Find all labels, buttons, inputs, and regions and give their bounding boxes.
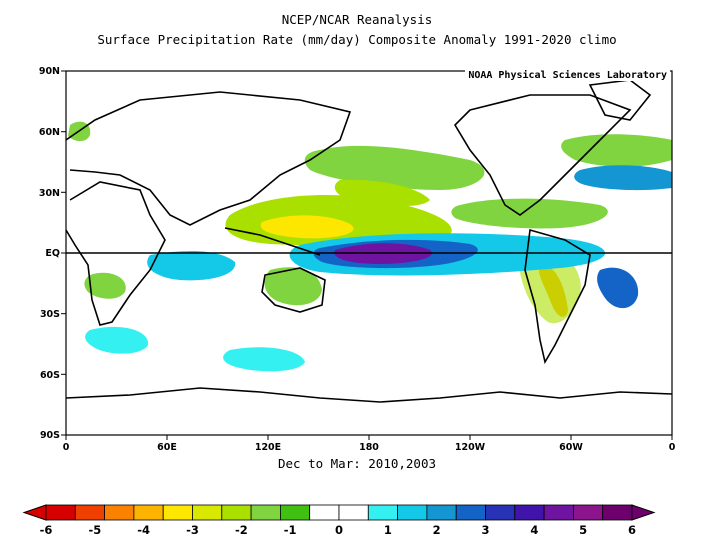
lon-label-60e: 60E	[157, 442, 177, 453]
australia-outline	[261, 267, 326, 313]
chart-title-line1: NCEP/NCAR Reanalysis	[281, 12, 433, 27]
lat-label-30n: 30N	[39, 188, 60, 199]
lon-label-60w: 60W	[559, 442, 583, 453]
colorbar-label: 0	[335, 523, 343, 537]
colorbar-label: -1	[284, 523, 297, 537]
colorbar-swatch	[485, 504, 516, 521]
colorbar-label: -2	[235, 523, 248, 537]
lat-label-90s: 90S	[40, 430, 60, 441]
wet-anomaly-indian-ocean	[147, 250, 236, 281]
lat-label-60n: 60N	[39, 127, 60, 138]
colorbar-swatch	[338, 504, 369, 521]
lon-label-180: 180	[359, 442, 379, 453]
colorbar-swatch	[514, 504, 545, 521]
credit-label: NOAA Physical Sciences Laboratory	[465, 70, 670, 81]
colorbar-label: -5	[88, 523, 101, 537]
colorbar-swatch	[74, 504, 106, 521]
colorbar-label: 5	[579, 523, 587, 537]
wet-anomaly-southern-ocean	[223, 347, 305, 372]
colorbar-swatch	[573, 504, 604, 521]
lon-label-0-east: 0	[669, 442, 676, 453]
lat-label-eq: EQ	[45, 248, 60, 259]
wet-anomaly-north-atlantic	[574, 165, 672, 191]
colorbar-swatch	[162, 504, 193, 521]
dry-anomaly-australia	[264, 267, 322, 306]
lon-label-0: 0	[63, 442, 70, 453]
colorbar-left-arrow	[22, 504, 47, 521]
colorbar-label: 6	[628, 523, 636, 537]
dry-anomaly-central-pacific-sub	[451, 198, 608, 229]
lon-axis: 0 60E 120E 180 120W 60W 0	[63, 435, 676, 453]
colorbar-swatch	[367, 504, 398, 521]
lon-label-120w: 120W	[455, 442, 486, 453]
colorbar-swatch	[543, 504, 574, 521]
lon-label-120e: 120E	[255, 442, 281, 453]
lat-axis: 90N 60N 30N EQ 30S 60S 90S	[39, 66, 66, 441]
colorbar-swatch	[602, 504, 633, 521]
colorbar-swatch	[104, 504, 135, 521]
colorbar-swatch	[250, 504, 281, 521]
north-america-outline	[453, 94, 632, 216]
colorbar-right-arrow	[631, 504, 656, 521]
colorbar-swatch	[309, 504, 340, 521]
south-america-outline	[524, 228, 591, 365]
colorbar-swatch	[45, 504, 76, 521]
lat-label-60s: 60S	[40, 370, 60, 381]
colorbar-label: 4	[530, 523, 538, 537]
antarctica-outline	[66, 387, 672, 403]
wet-anomaly-south-atlantic	[597, 267, 639, 309]
colorbar-label: -6	[40, 523, 53, 537]
greenland-outline	[588, 79, 652, 121]
colorbar-label: -3	[186, 523, 199, 537]
dry-anomaly-north-pacific-core	[334, 179, 430, 207]
lat-label-30s: 30S	[40, 309, 60, 320]
colorbar: -6 -5 -4 -3 -2 -1 0 1 2 3 4 5 6	[22, 504, 656, 537]
dry-anomaly-north-pacific	[304, 145, 485, 190]
colorbar-swatch	[192, 504, 223, 521]
colorbar-label: 1	[384, 523, 392, 537]
chart-title-line2: Surface Precipitation Rate (mm/day) Comp…	[97, 32, 617, 47]
colorbar-swatch	[221, 504, 252, 521]
wet-anomaly-south-indian	[85, 326, 149, 354]
colorbar-swatch	[455, 504, 486, 521]
maritime-continent-outline	[224, 227, 321, 256]
map-subtitle: Dec to Mar: 2010,2003	[277, 456, 437, 471]
colorbar-label: -4	[137, 523, 150, 537]
coastlines	[66, 79, 672, 403]
africa-outline	[66, 181, 166, 326]
lat-label-90n: 90N	[39, 66, 60, 77]
colorbar-swatch	[279, 504, 311, 521]
colorbar-swatch	[397, 504, 428, 521]
dry-anomaly-west-pacific-core	[260, 215, 354, 239]
eurasia-outline	[66, 91, 352, 226]
dry-anomaly-north-atlantic	[561, 134, 672, 167]
colorbar-label: 3	[481, 523, 489, 537]
colorbar-swatch	[133, 504, 164, 521]
colorbar-label: 2	[433, 523, 441, 537]
dry-anomaly-africa	[84, 272, 126, 299]
colorbar-swatch	[426, 504, 457, 521]
